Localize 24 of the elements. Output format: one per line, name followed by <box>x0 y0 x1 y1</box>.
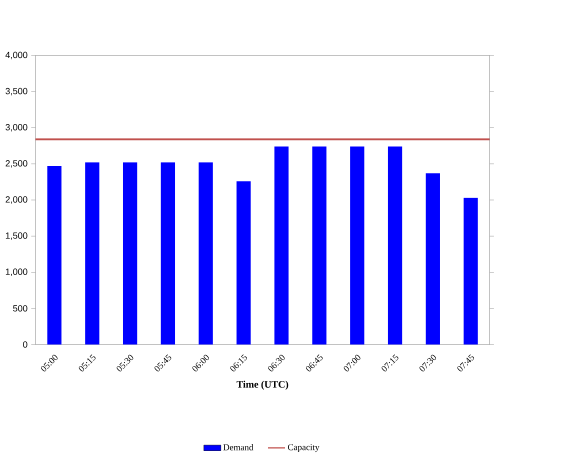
bar <box>274 146 289 345</box>
y-tick-label: 3,500 <box>6 88 28 96</box>
bar <box>122 162 138 345</box>
x-axis-title: Time (UTC) <box>236 380 288 390</box>
bar <box>350 146 364 345</box>
y-tick-label: 4,000 <box>5 52 28 60</box>
bar <box>388 146 402 345</box>
bar <box>426 173 440 345</box>
y-tick-label: 1,500 <box>6 232 28 240</box>
bar <box>236 181 251 345</box>
y-tick-label: 0 <box>23 341 28 348</box>
bar <box>312 146 326 345</box>
bar <box>85 162 100 345</box>
y-tick-label: 3,000 <box>6 124 28 132</box>
y-tick-label: 2,000 <box>6 196 28 204</box>
y-tick-label: 2,500 <box>6 160 28 168</box>
bar <box>47 166 62 345</box>
bar <box>198 162 213 345</box>
bar <box>160 162 176 345</box>
y-tick-label: 500 <box>13 305 28 312</box>
bar <box>464 198 478 345</box>
y-tick-label: 1,000 <box>6 268 28 276</box>
legend-label: Capacity <box>288 444 320 452</box>
legend-label: Demand <box>223 444 254 450</box>
